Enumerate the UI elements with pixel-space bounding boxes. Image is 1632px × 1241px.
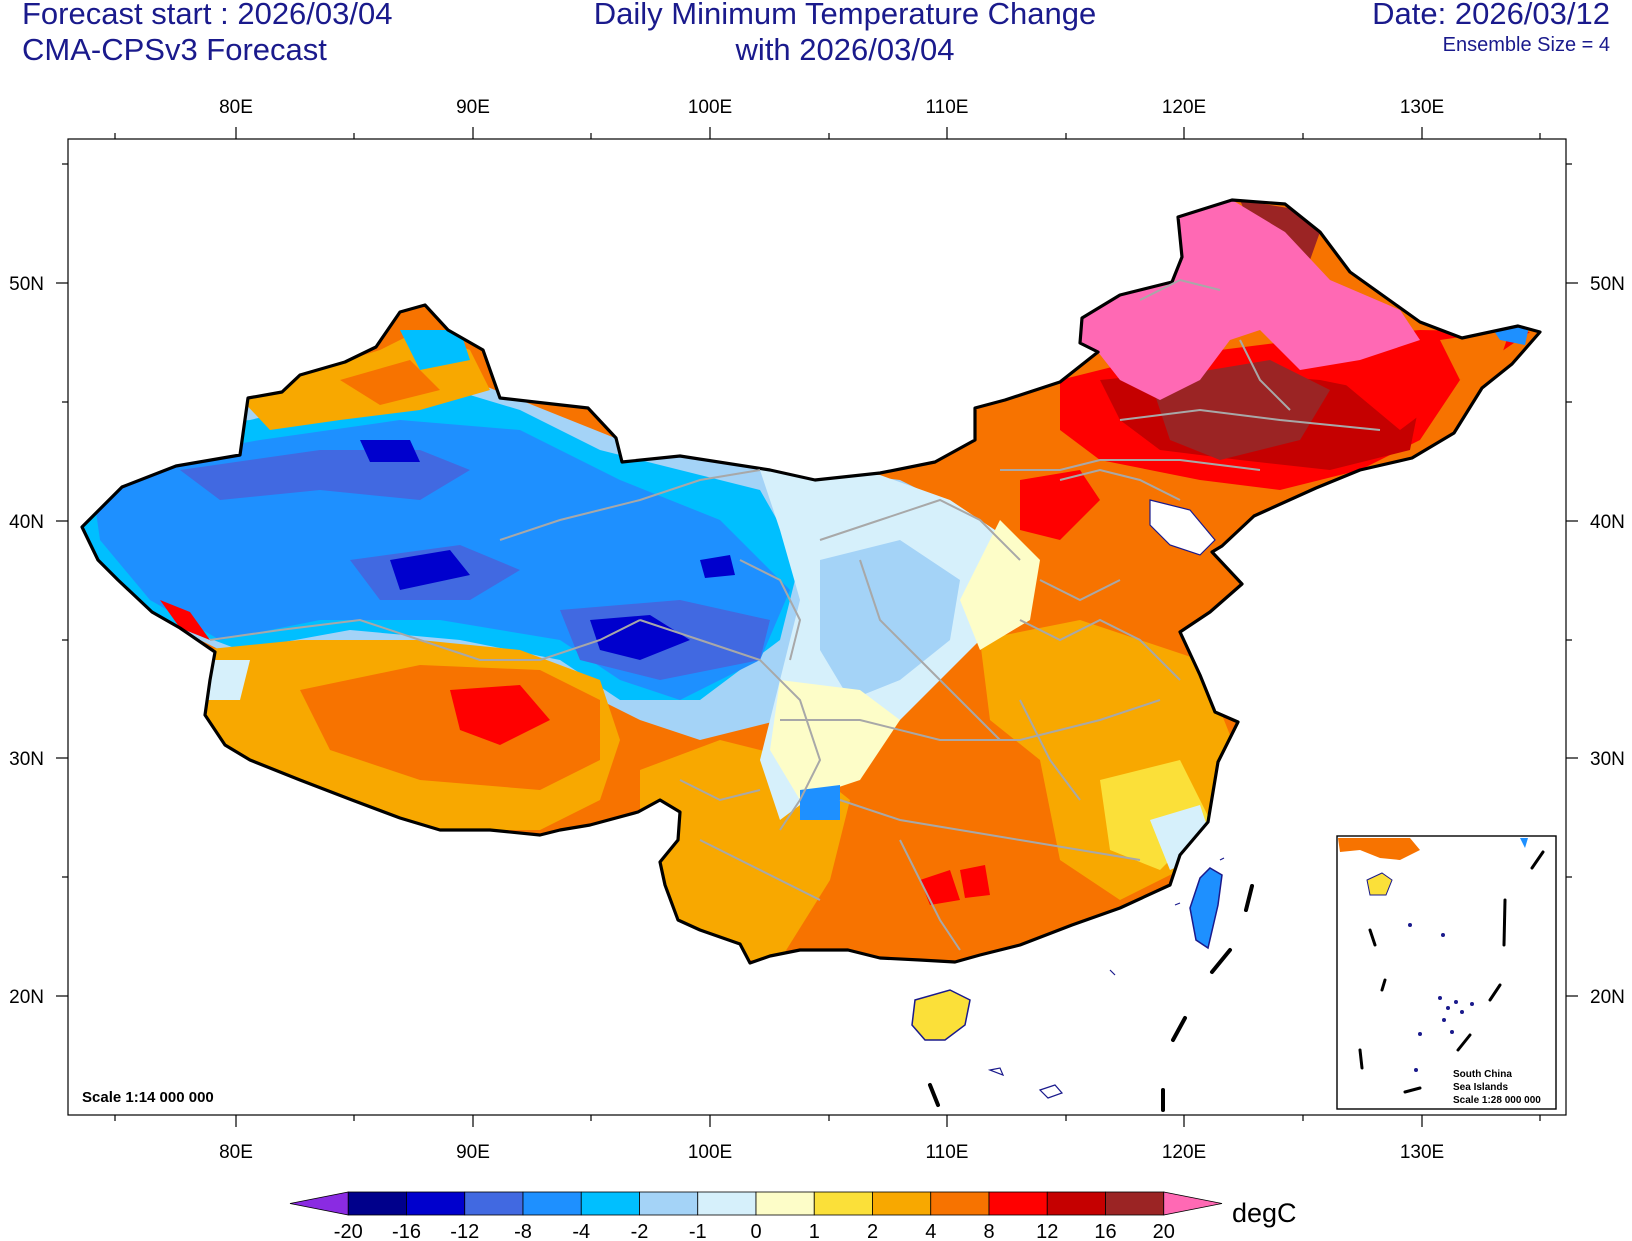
lon-label-bottom: 130E: [1400, 1142, 1444, 1163]
colorbar-swatch: [872, 1191, 932, 1216]
colorbar-tick-label: -20: [334, 1221, 363, 1241]
lat-label-left: 30N: [9, 749, 44, 770]
colorbar-swatch: [289, 1191, 349, 1216]
lon-label-bottom: 90E: [456, 1142, 490, 1163]
colorbar-tick-label: -16: [392, 1221, 421, 1241]
colorbar-swatch: [813, 1191, 873, 1216]
lat-label-right: 50N: [1590, 274, 1625, 295]
inset-label-line3: Scale 1:28 000 000: [1453, 1095, 1541, 1106]
lon-label-top: 80E: [219, 97, 253, 118]
colorbar-unit-label: degC: [1232, 1198, 1297, 1228]
lat-label-right: 30N: [1590, 749, 1625, 770]
south-china-sea-inset: South China Sea Islands Scale 1:28 000 0…: [1336, 835, 1557, 1110]
side-ticks: [56, 163, 1578, 997]
colorbar-swatch: [1163, 1191, 1223, 1216]
lat-label-left: 50N: [9, 274, 44, 295]
top-ticks: [114, 127, 1541, 139]
colorbar-tick-label: -4: [572, 1221, 590, 1241]
inset-label-line1: South China: [1453, 1069, 1512, 1080]
nine-dash-line: [928, 884, 1254, 1112]
colorbar-swatch: [406, 1191, 466, 1216]
colorbar-tick-label: 20: [1153, 1221, 1175, 1241]
lon-label-top: 120E: [1162, 97, 1206, 118]
map-scale-label: Scale 1:14 000 000: [82, 1089, 214, 1106]
china-border: [80, 198, 1542, 965]
colorbar-swatch: [464, 1191, 524, 1216]
colorbar-tick-label: -2: [631, 1221, 649, 1241]
colorbar-swatch: [639, 1191, 699, 1216]
colorbar-swatch: [1105, 1191, 1165, 1216]
ensemble-size-label: Ensemble Size = 4: [1442, 34, 1610, 56]
lat-label-right: 20N: [1590, 987, 1625, 1008]
colorbar: -20 -16 -12 -8 -4 -2 -1 0 1 2 4 8 12 16 20: [289, 1191, 1223, 1241]
colorbar-tick-label: 2: [867, 1221, 878, 1241]
colorbar-tick-label: 4: [925, 1221, 936, 1241]
islands: [987, 857, 1225, 1099]
lon-label-bottom: 80E: [219, 1142, 253, 1163]
model-label: CMA-CPSv3 Forecast: [22, 32, 327, 67]
lon-label-top: 130E: [1400, 97, 1444, 118]
colorbar-swatch: [988, 1191, 1048, 1216]
lon-label-bottom: 110E: [926, 1142, 969, 1163]
colorbar-tick-label: 12: [1036, 1221, 1058, 1241]
hainan-island: [911, 989, 971, 1041]
colorbar-swatch: [347, 1191, 407, 1216]
colorbar-tick-label: 8: [983, 1221, 994, 1241]
lon-label-bottom: 100E: [688, 1142, 732, 1163]
colorbar-tick-label: -8: [514, 1221, 532, 1241]
colorbar-tick-label: 16: [1094, 1221, 1116, 1241]
lon-label-bottom: 120E: [1162, 1142, 1206, 1163]
colorbar-tick-label: 0: [750, 1221, 761, 1241]
map-title-line2: with 2026/03/04: [735, 32, 955, 67]
bottom-ticks: [114, 1115, 1541, 1127]
forecast-start-label: Forecast start : 2026/03/04: [22, 0, 393, 31]
colorbar-swatch: [580, 1191, 640, 1216]
lat-label-left: 20N: [9, 987, 44, 1008]
valid-date-label: Date: 2026/03/12: [1372, 0, 1610, 31]
inset-label-line2: Sea Islands: [1453, 1082, 1508, 1093]
map-frame: [67, 138, 1567, 1116]
colorbar-tick-label: -12: [450, 1221, 479, 1241]
temperature-field: [82, 200, 1540, 963]
colorbar-swatch: [1046, 1191, 1106, 1216]
province-boundaries: [209, 278, 1381, 951]
lon-label-top: 100E: [688, 97, 732, 118]
lon-label-top: 90E: [456, 97, 490, 118]
colorbar-swatch: [930, 1191, 990, 1216]
colorbar-tick-label: -1: [689, 1221, 707, 1241]
colorbar-swatch: [755, 1191, 815, 1216]
colorbar-tick-label: 1: [809, 1221, 820, 1241]
lat-label-left: 40N: [9, 512, 44, 533]
colorbar-swatch: [697, 1191, 757, 1216]
taiwan-island: [1189, 867, 1223, 950]
lat-label-right: 40N: [1590, 512, 1625, 533]
map-title-line1: Daily Minimum Temperature Change: [593, 0, 1097, 31]
colorbar-swatch: [522, 1191, 582, 1216]
lon-label-top: 110E: [926, 97, 969, 118]
bohai-sea: [1149, 499, 1216, 556]
